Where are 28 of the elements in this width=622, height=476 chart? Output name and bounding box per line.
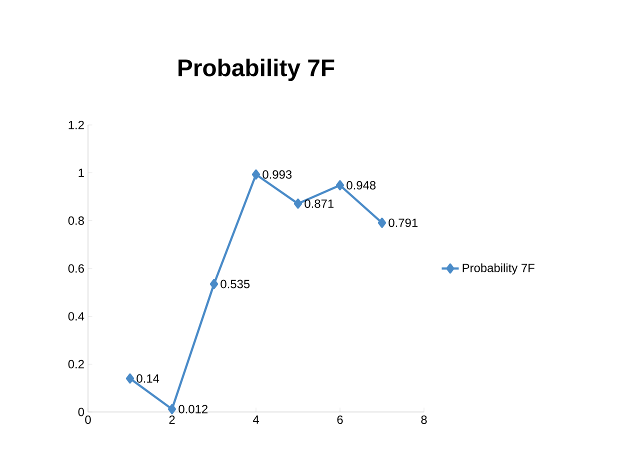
point — [294, 198, 302, 209]
point — [336, 180, 344, 190]
data-label: 0.948 — [346, 181, 376, 190]
x-tick-label: 2 — [169, 416, 175, 424]
y-tick-label: 0.2 — [68, 360, 84, 368]
x-tick-label: 6 — [337, 416, 343, 424]
legend-label: Probability 7F — [462, 263, 534, 275]
data-label: 0.993 — [262, 170, 292, 179]
point — [378, 218, 386, 228]
point — [168, 404, 176, 414]
y-tick-label: 0.6 — [68, 264, 84, 273]
y-tick-label: 1 — [78, 168, 84, 177]
data-label: 0.535 — [220, 280, 250, 288]
x-tick-label: 8 — [421, 416, 427, 424]
point — [210, 278, 218, 290]
point — [126, 373, 134, 384]
point — [252, 169, 260, 180]
y-tick-label: 0 — [78, 408, 84, 416]
x-tick-label: 4 — [252, 416, 259, 424]
data-label: 0.791 — [388, 218, 418, 228]
data-label: 0.14 — [136, 374, 160, 383]
y-tick-label: 0.8 — [68, 216, 84, 225]
data-label: 0.871 — [304, 199, 334, 208]
y-tick-label: 1.2 — [68, 120, 84, 130]
data-label: 0.012 — [178, 404, 208, 414]
y-tick-label: 0.4 — [68, 312, 84, 321]
chart-title: Probability 7F — [178, 58, 334, 82]
x-tick-label: 0 — [85, 416, 91, 424]
